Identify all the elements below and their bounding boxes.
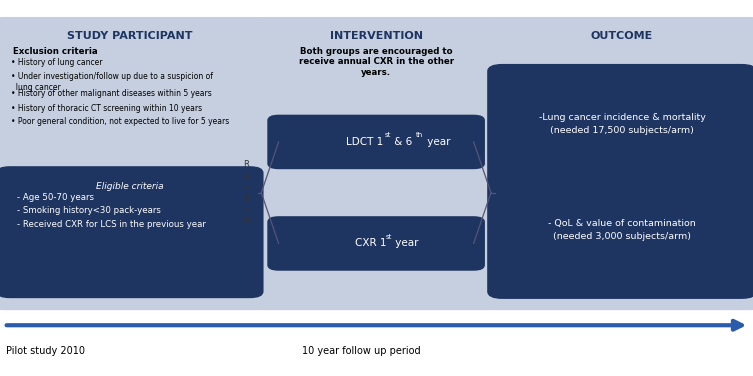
Text: th: th: [416, 132, 423, 138]
Text: Pilot study 2010: Pilot study 2010: [6, 346, 85, 356]
Text: INTERVENTION: INTERVENTION: [330, 31, 422, 41]
Text: year: year: [392, 238, 419, 249]
Text: st: st: [384, 132, 391, 138]
FancyBboxPatch shape: [246, 17, 506, 310]
FancyBboxPatch shape: [476, 17, 753, 310]
Text: st: st: [385, 234, 392, 240]
Text: Exclusion criteria: Exclusion criteria: [13, 47, 97, 56]
Text: • History of lung cancer: • History of lung cancer: [11, 58, 103, 67]
Text: LDCT 1: LDCT 1: [346, 137, 383, 147]
Text: - QoL & value of contamination
(needed 3,000 subjects/arm): - QoL & value of contamination (needed 3…: [548, 219, 696, 241]
Text: • History of other malignant diseases within 5 years: • History of other malignant diseases wi…: [11, 89, 212, 99]
Text: STUDY PARTICIPANT: STUDY PARTICIPANT: [67, 31, 193, 41]
Text: Both groups are encouraged to
receive annual CXR in the other
years.: Both groups are encouraged to receive an…: [298, 47, 454, 77]
FancyBboxPatch shape: [267, 115, 485, 169]
FancyBboxPatch shape: [267, 216, 485, 271]
FancyBboxPatch shape: [0, 17, 275, 310]
Text: -Lung cancer incidence & mortality
(needed 17,500 subjects/arm): -Lung cancer incidence & mortality (need…: [538, 114, 706, 135]
Text: OUTCOME: OUTCOME: [591, 31, 653, 41]
Text: 10 year follow up period: 10 year follow up period: [302, 346, 421, 356]
Text: CXR 1: CXR 1: [355, 238, 386, 249]
Text: • Poor general condition, not expected to live for 5 years: • Poor general condition, not expected t…: [11, 117, 230, 126]
Text: - Received CXR for LCS in the previous year: - Received CXR for LCS in the previous y…: [17, 220, 206, 229]
FancyBboxPatch shape: [487, 64, 753, 299]
Text: - Age 50-70 years: - Age 50-70 years: [17, 193, 94, 202]
FancyBboxPatch shape: [0, 166, 264, 298]
Text: & 6: & 6: [392, 137, 413, 147]
Text: year: year: [423, 137, 450, 147]
Text: • History of thoracic CT screening within 10 years: • History of thoracic CT screening withi…: [11, 104, 203, 113]
Text: Eligible criteria: Eligible criteria: [96, 182, 163, 191]
Text: R
a
n
d
o
m: R a n d o m: [242, 161, 250, 225]
Text: • Under investigation/follow up due to a suspicion of
  lung cancer: • Under investigation/follow up due to a…: [11, 72, 213, 92]
Text: - Smoking history<30 pack-years: - Smoking history<30 pack-years: [17, 206, 161, 215]
